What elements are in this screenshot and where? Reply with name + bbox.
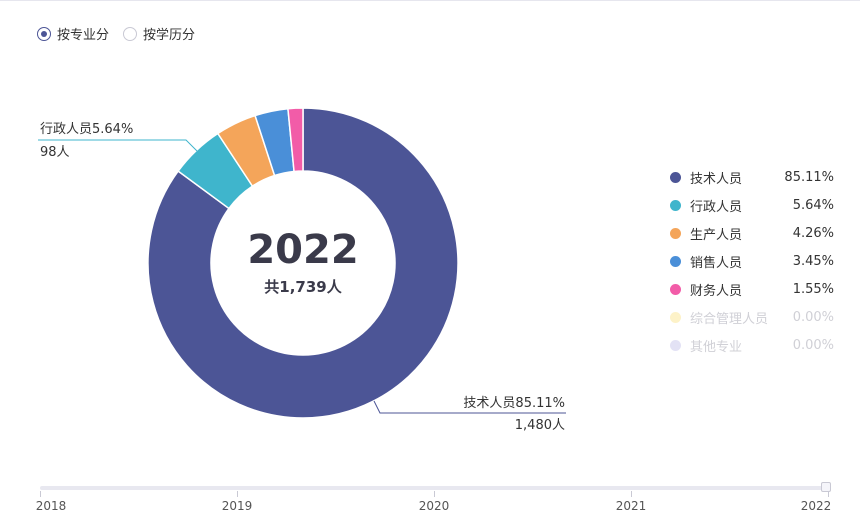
donut-slice-0[interactable] bbox=[147, 107, 459, 419]
timeline-tick bbox=[237, 491, 238, 497]
legend-percent: 85.11% bbox=[784, 169, 834, 185]
radio-label-by-education: 按学历分 bbox=[143, 28, 196, 43]
timeline-year-2020[interactable]: 2020 bbox=[418, 499, 450, 513]
timeline-year-2018[interactable]: 2018 bbox=[35, 499, 67, 513]
radio-by-education[interactable]: 按学历分 bbox=[123, 24, 195, 43]
callout-line-tech bbox=[373, 400, 566, 414]
callout-tech-label: 技术人员85.11% bbox=[463, 396, 565, 411]
timeline-track[interactable] bbox=[40, 486, 828, 490]
legend-percent: 3.45% bbox=[792, 253, 834, 269]
legend-name: 综合管理人员 bbox=[690, 311, 769, 327]
legend-percent: 0.00% bbox=[792, 337, 834, 353]
legend-item-tech[interactable]: 技术人员 85.11% bbox=[670, 163, 834, 191]
legend: 技术人员 85.11% 行政人员 5.64% 生产人员 4.26% 销售人员 3… bbox=[670, 163, 834, 359]
legend-percent: 0.00% bbox=[792, 309, 834, 325]
radio-by-major[interactable]: 按专业分 bbox=[37, 24, 109, 43]
legend-percent: 5.64% bbox=[792, 197, 834, 213]
legend-dot-icon bbox=[670, 199, 681, 211]
legend-percent: 1.55% bbox=[792, 281, 834, 297]
legend-item-admin[interactable]: 行政人员 5.64% bbox=[670, 191, 834, 219]
legend-dot-icon bbox=[670, 171, 681, 183]
timeline-tick bbox=[828, 491, 829, 497]
legend-item-management[interactable]: 综合管理人员 0.00% bbox=[670, 303, 834, 331]
timeline-tick bbox=[631, 491, 632, 497]
legend-item-finance[interactable]: 财务人员 1.55% bbox=[670, 275, 834, 303]
timeline-year-2022[interactable]: 2022 bbox=[800, 499, 832, 513]
category-radio-group: 按专业分 按学历分 bbox=[37, 24, 195, 43]
legend-name: 财务人员 bbox=[690, 283, 743, 299]
legend-name: 销售人员 bbox=[690, 255, 743, 271]
legend-name: 技术人员 bbox=[690, 171, 743, 187]
radio-checked-icon bbox=[37, 26, 51, 41]
legend-name: 其他专业 bbox=[690, 339, 743, 355]
legend-name: 行政人员 bbox=[690, 199, 743, 215]
timeline-handle[interactable] bbox=[821, 482, 831, 492]
legend-dot-icon bbox=[670, 339, 681, 351]
legend-dot-icon bbox=[670, 311, 681, 323]
legend-name: 生产人员 bbox=[690, 227, 743, 243]
timeline-tick bbox=[40, 491, 41, 497]
center-year-label: 2022 bbox=[247, 227, 358, 273]
timeline-year-2019[interactable]: 2019 bbox=[221, 499, 253, 513]
radio-label-by-major: 按专业分 bbox=[57, 28, 110, 43]
legend-percent: 4.26% bbox=[792, 225, 834, 241]
callout-tech-count: 1,480人 bbox=[515, 418, 565, 433]
donut-chart: 2022 共1,739人 行政人员5.64% 98人 技术人员85.11% 1,… bbox=[38, 107, 566, 433]
timeline-tick bbox=[434, 491, 435, 497]
legend-item-production[interactable]: 生产人员 4.26% bbox=[670, 219, 834, 247]
donut-slice-4[interactable] bbox=[287, 107, 304, 173]
top-border bbox=[0, 0, 860, 1]
callout-admin-count: 98人 bbox=[40, 145, 70, 160]
legend-item-other[interactable]: 其他专业 0.00% bbox=[670, 331, 834, 359]
callout-line-admin bbox=[38, 139, 198, 152]
legend-dot-icon bbox=[670, 283, 681, 295]
callout-admin-label: 行政人员5.64% bbox=[40, 122, 133, 137]
legend-item-sales[interactable]: 销售人员 3.45% bbox=[670, 247, 834, 275]
donut-slices bbox=[147, 107, 459, 419]
timeline-year-2021[interactable]: 2021 bbox=[615, 499, 647, 513]
center-total-label: 共1,739人 bbox=[264, 278, 342, 296]
legend-dot-icon bbox=[670, 255, 681, 267]
legend-dot-icon bbox=[670, 227, 681, 239]
radio-unchecked-icon bbox=[123, 26, 138, 41]
